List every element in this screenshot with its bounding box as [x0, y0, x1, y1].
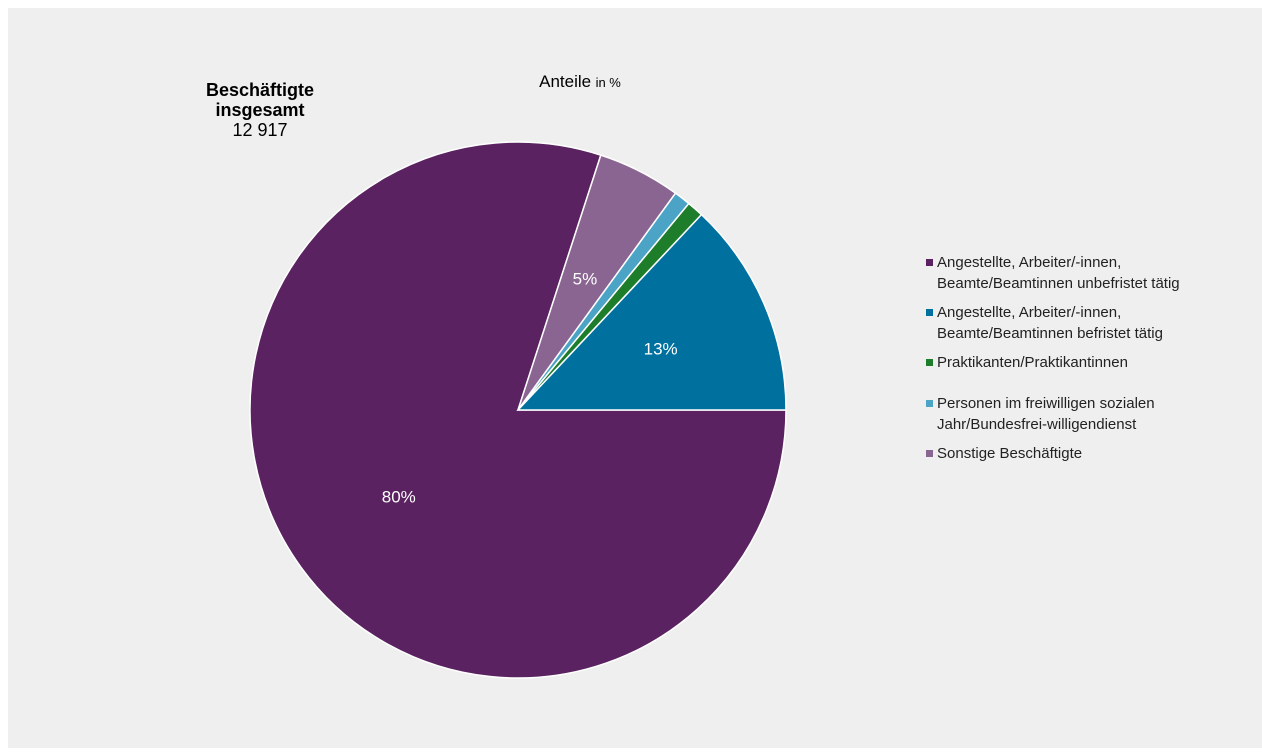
legend-label: Angestellte, Arbeiter/-innen, Beamte/Beam…	[937, 254, 1180, 292]
legend-swatch	[926, 359, 933, 366]
total-block: Beschäftigte insgesamt 12 917	[170, 80, 350, 140]
legend: Angestellte, Arbeiter/-innen, Beamte/Beam…	[926, 252, 1256, 464]
pie-slice	[516, 213, 787, 411]
pie-labels: 80% 5% 13%	[382, 270, 678, 507]
legend-swatch	[926, 259, 933, 266]
legend-item: Sonstige Beschäftigte	[926, 443, 1256, 464]
legend-label: Sonstige Beschäftigte	[937, 445, 1083, 462]
slice-label: 5%	[573, 270, 598, 289]
total-title: Beschäftigte insgesamt	[205, 80, 315, 120]
total-value: 12 917	[232, 120, 288, 140]
legend-swatch	[926, 400, 933, 407]
legend-swatch	[926, 450, 933, 457]
chart-unit: in %	[595, 75, 621, 90]
legend-item: Angestellte, Arbeiter/-innen, Beamte/Beam…	[926, 302, 1256, 344]
legend-label: Praktikanten/Praktikantinnen	[937, 354, 1128, 371]
legend-label: Personen im freiwilligen sozialen Jahr/Bu…	[937, 395, 1155, 433]
legend-swatch	[926, 309, 933, 316]
legend-item: Angestellte, Arbeiter/-innen, Beamte/Beam…	[926, 252, 1256, 294]
slice-label: 13%	[644, 339, 678, 358]
legend-item: Personen im freiwilligen sozialen Jahr/Bu…	[926, 393, 1256, 435]
chart-title-text: Anteile	[539, 72, 592, 91]
legend-item: Praktikanten/Praktikantinnen	[926, 352, 1256, 373]
legend-label: Angestellte, Arbeiter/-innen, Beamte/Beam…	[937, 304, 1163, 342]
pie-slices	[249, 141, 787, 679]
chart-title: Anteile in %	[490, 72, 670, 92]
slice-label: 80%	[382, 488, 416, 507]
